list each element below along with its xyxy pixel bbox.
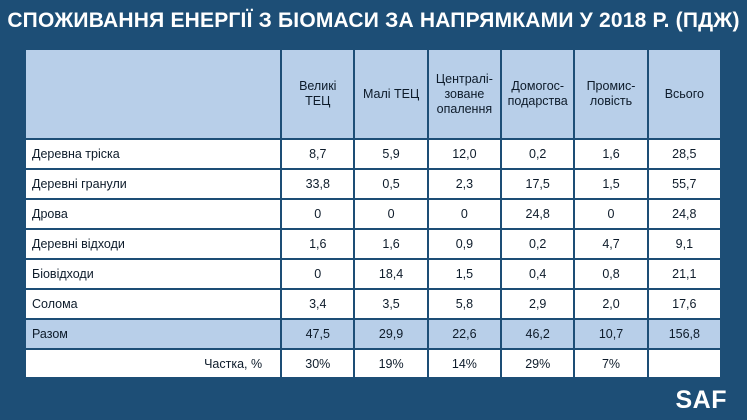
row-label: Деревна тріска	[26, 140, 281, 168]
row-label: Біовідходи	[26, 260, 281, 288]
table-body: Деревна тріска 8,7 5,9 12,0 0,2 1,6 28,5 Деревн…	[26, 140, 720, 377]
table-cell-value: 3,4	[282, 290, 354, 318]
table-cell-value: 2,0	[575, 290, 647, 318]
table-cell-value: 7%	[575, 350, 647, 377]
table-cell-value: 0	[282, 200, 354, 228]
table-cell-value: 22,6	[428, 320, 501, 348]
table-cell-value: 24,8	[502, 200, 574, 228]
table-cell-value: 55,7	[648, 170, 720, 198]
table-cell-value: 14%	[428, 350, 501, 377]
table-cell-value: 28,5	[648, 140, 720, 168]
table-cell-value: 1,5	[575, 170, 647, 198]
table-row: Дрова 0 0 0 24,8 0 24,8	[26, 200, 720, 228]
saf-logo: SAF	[675, 386, 727, 414]
table-cell-value: 2,3	[428, 170, 501, 198]
table-row: Частка, % 30% 19% 14% 29% 7%	[26, 350, 720, 377]
table-cell-value: 1,6	[355, 230, 427, 258]
table-cell-value: 29,9	[355, 320, 427, 348]
total-row-label: Разом	[26, 320, 281, 348]
header-row: Великі ТЕЦ Малі ТЕЦ Централі-зоване опален…	[26, 50, 720, 138]
table-cell-value: 33,8	[282, 170, 354, 198]
header-cell-district-heating: Централі-зоване опалення	[428, 50, 501, 138]
table-row: Разом 47,5 29,9 22,6 46,2 10,7 156,8	[26, 320, 720, 348]
table-cell-value: 8,7	[282, 140, 354, 168]
header-cell-large-chp: Великі ТЕЦ	[282, 50, 354, 138]
table-cell-value: 17,5	[502, 170, 574, 198]
row-label: Дрова	[26, 200, 281, 228]
table-row: Деревні відходи 1,6 1,6 0,9 0,2 4,7 9,1	[26, 230, 720, 258]
row-label: Деревні відходи	[26, 230, 281, 258]
header-cell-small-chp: Малі ТЕЦ	[355, 50, 427, 138]
table-cell-value: 19%	[355, 350, 427, 377]
row-label: Солома	[26, 290, 281, 318]
header-cell-households: Домогос-подарства	[502, 50, 574, 138]
table-cell-value: 17,6	[648, 290, 720, 318]
row-label: Деревні гранули	[26, 170, 281, 198]
table-cell-value: 0	[355, 200, 427, 228]
table-cell-value: 0	[282, 260, 354, 288]
table-row: Деревні гранули 33,8 0,5 2,3 17,5 1,5 55,7	[26, 170, 720, 198]
table-cell-value: 0,2	[502, 230, 574, 258]
table-cell-value: 1,5	[428, 260, 501, 288]
table-cell-value: 9,1	[648, 230, 720, 258]
table-cell-value: 0,5	[355, 170, 427, 198]
header-cell-industry: Промис-ловість	[575, 50, 647, 138]
table-cell-value: 156,8	[648, 320, 720, 348]
table-cell-value: 3,5	[355, 290, 427, 318]
table-cell-value	[648, 350, 720, 377]
table-cell-value: 0	[428, 200, 501, 228]
table-cell-value: 0,2	[502, 140, 574, 168]
share-row-label: Частка, %	[26, 350, 281, 377]
table-cell-value: 1,6	[282, 230, 354, 258]
table-cell-value: 0,9	[428, 230, 501, 258]
table-cell-value: 0,8	[575, 260, 647, 288]
table-cell-value: 4,7	[575, 230, 647, 258]
table-cell-value: 0,4	[502, 260, 574, 288]
table-cell-value: 18,4	[355, 260, 427, 288]
table-cell-value: 10,7	[575, 320, 647, 348]
table-cell-value: 47,5	[282, 320, 354, 348]
table-cell-value: 0	[575, 200, 647, 228]
table-cell-value: 5,9	[355, 140, 427, 168]
header-cell-total: Всього	[648, 50, 720, 138]
table-cell-value: 21,1	[648, 260, 720, 288]
table-row: Деревна тріска 8,7 5,9 12,0 0,2 1,6 28,5	[26, 140, 720, 168]
page-title: СПОЖИВАННЯ ЕНЕРГІЇ З БІОМАСИ ЗА НАПРЯМКА…	[7, 9, 740, 32]
table-cell-value: 24,8	[648, 200, 720, 228]
table-cell-value: 46,2	[502, 320, 574, 348]
energy-table: Великі ТЕЦ Малі ТЕЦ Централі-зоване опален…	[24, 48, 722, 379]
table-cell-value: 12,0	[428, 140, 501, 168]
table-cell-value: 29%	[502, 350, 574, 377]
table-row: Біовідходи 0 18,4 1,5 0,4 0,8 21,1	[26, 260, 720, 288]
table-cell-value: 1,6	[575, 140, 647, 168]
table-cell-value: 5,8	[428, 290, 501, 318]
table-cell-value: 30%	[282, 350, 354, 377]
table-cell-value: 2,9	[502, 290, 574, 318]
table-row: Солома 3,4 3,5 5,8 2,9 2,0 17,6	[26, 290, 720, 318]
header-cell-label	[26, 50, 281, 138]
